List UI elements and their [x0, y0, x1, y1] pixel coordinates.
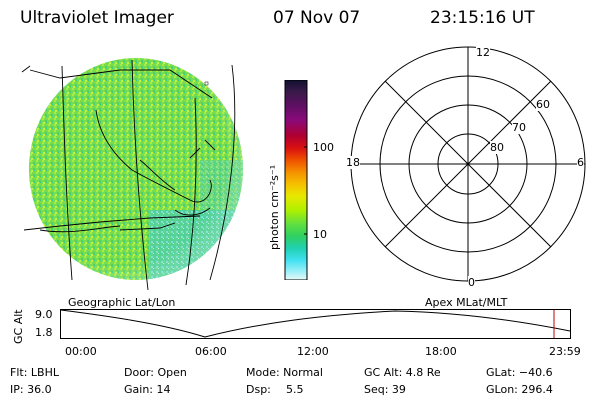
mlat-label-80: 80: [490, 141, 504, 154]
colorbar-tick-10: 10: [313, 228, 327, 241]
date-label: 07 Nov 07: [273, 8, 361, 28]
status-ip: IP: 36.0: [10, 383, 52, 396]
timeline-ylabel: GC Alt: [12, 309, 25, 344]
colorbar-tick-100: 100: [313, 141, 334, 154]
mlt-label-18: 18: [346, 156, 360, 169]
timeline-y-top: 9.0: [35, 308, 53, 321]
status-gc-alt: GC Alt: 4.8 Re: [364, 366, 441, 379]
colorbar: [284, 80, 308, 280]
status-seq: Seq: 39: [364, 383, 406, 396]
status-mode: Mode: Normal: [246, 366, 323, 379]
timeline-tick-0600: 06:00: [195, 345, 227, 358]
mlt-label-6: 6: [577, 156, 584, 169]
mlat-label-70: 70: [512, 121, 526, 134]
status-dsp-value: 5.5: [286, 383, 304, 396]
mlt-label-0: 0: [468, 276, 475, 289]
timeline-y-bottom: 1.8: [35, 326, 53, 339]
timeline-tick-1800: 18:00: [425, 345, 457, 358]
status-glat: GLat: −40.6: [486, 366, 553, 379]
mlat-label-60: 60: [536, 98, 550, 111]
polar-plot-caption: Apex MLat/MLT: [425, 296, 508, 309]
mlt-label-12: 12: [476, 46, 490, 59]
timeline-tick-0000: 00:00: [65, 345, 97, 358]
left-map-caption: Geographic Lat/Lon: [68, 296, 176, 309]
status-filter: Flt: LBHL: [10, 366, 59, 379]
timeline-tick-2359: 23:59: [549, 345, 581, 358]
status-gain: Gain: 14: [124, 383, 171, 396]
timeline-plot: [60, 309, 571, 339]
status-glon: GLon: 296.4: [486, 383, 553, 396]
status-door: Door: Open: [124, 366, 187, 379]
timeline-tick-1200: 12:00: [297, 345, 329, 358]
geographic-map: [21, 58, 243, 291]
instrument-title: Ultraviolet Imager: [20, 8, 174, 28]
polar-plot: [350, 46, 586, 282]
status-dsp-label: Dsp:: [246, 383, 271, 396]
colorbar-label: photon cm⁻²s⁻¹: [268, 164, 281, 250]
time-label: 23:15:16 UT: [430, 8, 535, 28]
